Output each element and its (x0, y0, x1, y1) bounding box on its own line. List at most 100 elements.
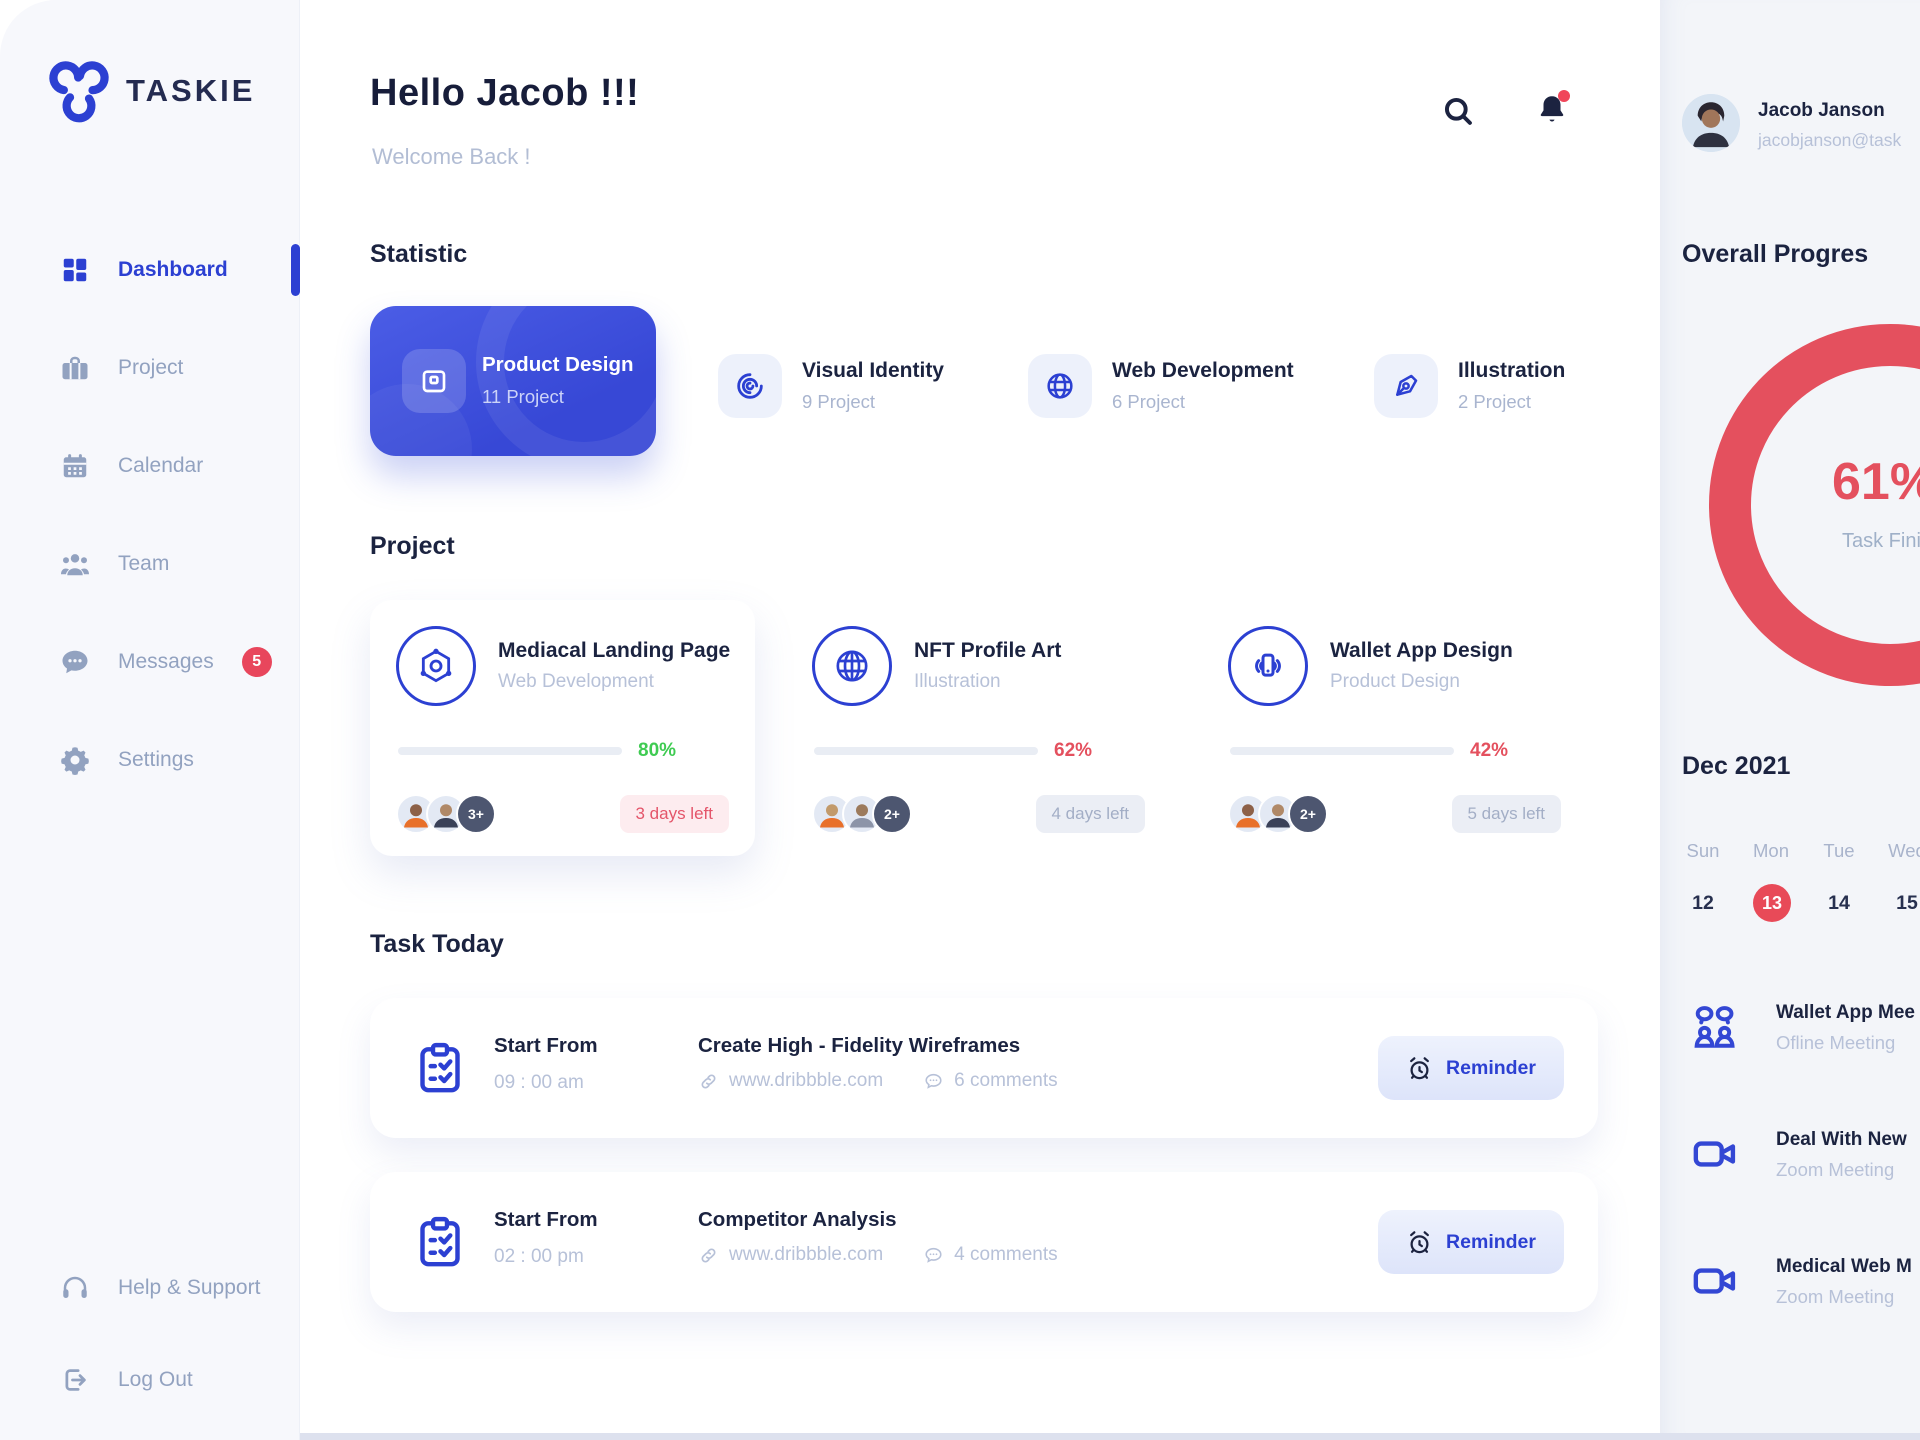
start-from-label: Start From (494, 1208, 598, 1231)
avatar-more-count: 2+ (1288, 794, 1328, 834)
gear-icon (61, 747, 89, 775)
meeting-type: Zoom Meeting (1776, 1286, 1895, 1307)
project-card[interactable]: Mediacal Landing Page Web Development 80… (370, 600, 755, 856)
task-link[interactable]: www.dribbble.com (698, 1070, 883, 1092)
stat-card-product-design[interactable]: Product Design 11 Project (370, 306, 656, 456)
app-name: TASKIE (126, 73, 256, 108)
sidebar-footer: Help & Support Log Out (0, 1256, 300, 1440)
sidebar-item-label: Team (118, 552, 170, 575)
stat-card-illustration[interactable]: Illustration 2 Project (1374, 354, 1565, 418)
project-card[interactable]: Wallet App Design Product Design 42% 2+ … (1202, 600, 1587, 856)
project-row: Mediacal Landing Page Web Development 80… (370, 600, 1640, 860)
task-comments: 4 comments (923, 1244, 1058, 1266)
team-icon (61, 554, 89, 576)
start-time: 02 : 00 pm (494, 1246, 584, 1267)
headset-icon (63, 1276, 87, 1298)
bell-icon (1540, 95, 1564, 121)
progress-ring (1709, 324, 1920, 686)
sidebar-item-project[interactable]: Project (0, 336, 300, 400)
project-card-title: Wallet App Design (1330, 639, 1513, 662)
sidebar-item-label: Project (118, 356, 184, 379)
calendar-date[interactable]: 14 (1828, 892, 1850, 914)
reminder-button[interactable]: Reminder (1378, 1036, 1564, 1100)
active-indicator (291, 244, 300, 296)
user-name: Jacob Janson (1758, 100, 1885, 121)
search-icon (1444, 97, 1472, 125)
project-card[interactable]: NFT Profile Art Illustration 62% 2+ 4 da… (786, 600, 1171, 856)
avatar-group: 2+ (812, 794, 912, 834)
sidebar-item-calendar[interactable]: Calendar (0, 434, 300, 498)
meeting-item[interactable]: Deal With New Zoom Meeting (1660, 1127, 1920, 1191)
alarm-clock-icon (1410, 1230, 1429, 1253)
sidebar-item-messages[interactable]: Messages 5 (0, 630, 300, 694)
project-title: Project (370, 532, 455, 560)
sidebar-nav: Dashboard Project Calendar (0, 238, 300, 826)
box-icon (422, 370, 446, 393)
stat-card-title: Web Development (1112, 359, 1294, 382)
meeting-item[interactable]: Medical Web M Zoom Meeting (1660, 1254, 1920, 1318)
sidebar-item-team[interactable]: Team (0, 532, 300, 596)
pen-nib-icon (1396, 374, 1418, 396)
reminder-button[interactable]: Reminder (1378, 1210, 1564, 1274)
sidebar-item-help-support[interactable]: Help & Support (0, 1256, 300, 1320)
search-button[interactable] (1438, 92, 1478, 132)
stat-card-count: 11 Project (482, 386, 564, 407)
app-logo: TASKIE (46, 58, 255, 124)
task-comments: 6 comments (923, 1070, 1058, 1092)
progress-percent: 80% (638, 740, 677, 761)
avatar-group: 3+ (396, 794, 496, 834)
avatar-group: 2+ (1228, 794, 1328, 834)
task-row: Start From 02 : 00 pm Competitor Analysi… (370, 1172, 1598, 1312)
page-subtitle: Welcome Back ! (372, 144, 531, 169)
chat-icon (62, 650, 88, 674)
spiral-icon (737, 373, 763, 399)
task-link[interactable]: www.dribbble.com (698, 1244, 883, 1266)
project-card-category: Product Design (1330, 671, 1460, 692)
sidebar-item-dashboard[interactable]: Dashboard (0, 238, 300, 302)
calendar-date[interactable]: 15 (1896, 892, 1918, 914)
avatar-photo (1682, 94, 1740, 152)
stat-card-count: 6 Project (1112, 391, 1186, 412)
sidebar-item-settings[interactable]: Settings (0, 728, 300, 792)
sidebar-item-label: Calendar (118, 454, 204, 477)
days-left-badge: 4 days left (1035, 795, 1145, 833)
stat-card-title: Illustration (1458, 359, 1566, 382)
meeting-type: Ofline Meeting (1776, 1032, 1896, 1053)
project-card-title: NFT Profile Art (914, 639, 1062, 662)
calendar-date-selected[interactable]: 13 (1753, 884, 1791, 922)
calendar-day-label: Wed (1888, 840, 1920, 861)
calendar-date[interactable]: 12 (1692, 892, 1714, 914)
stat-card-title: Product Design (482, 353, 634, 376)
alarm-clock-icon (1410, 1056, 1429, 1079)
clipboard-icon (420, 1216, 460, 1267)
clipboard-icon (420, 1042, 460, 1093)
horizontal-scrollbar[interactable] (300, 1433, 1920, 1440)
link-icon (701, 1074, 716, 1088)
start-from-label: Start From (494, 1034, 598, 1057)
page-title: Hello Jacob !!! (370, 72, 640, 114)
days-left-badge: 5 days left (1451, 795, 1561, 833)
user-email: jacobjanson@task (1758, 130, 1902, 150)
stat-card-count: 9 Project (802, 391, 876, 412)
sidebar-item-logout[interactable]: Log Out (0, 1348, 300, 1412)
comment-icon (925, 1247, 942, 1263)
days-left-badge: 3 days left (619, 795, 729, 833)
messages-badge: 5 (241, 647, 272, 677)
project-card-title: Mediacal Landing Page (498, 639, 731, 662)
stat-card-web-development[interactable]: Web Development 6 Project (1028, 354, 1294, 418)
statistic-row: Product Design 11 Project Visual Identit… (370, 306, 1640, 466)
taskie-logo-icon (49, 61, 109, 123)
video-camera-icon (1693, 1268, 1736, 1294)
stat-card-title: Visual Identity (802, 359, 944, 382)
user-avatar[interactable] (1682, 94, 1740, 152)
calendar-day-label: Sun (1686, 840, 1720, 861)
progress-bar: 62% (814, 740, 1092, 762)
meeting-item[interactable]: Wallet App Mee Ofline Meeting (1660, 1000, 1920, 1064)
stat-card-visual-identity[interactable]: Visual Identity 9 Project (718, 354, 944, 418)
meeting-title: Medical Web M (1776, 1256, 1912, 1277)
calendar-icon (63, 454, 87, 478)
calendar-day-label: Tue (1823, 840, 1855, 861)
avatar-more-count: 3+ (456, 794, 496, 834)
notifications-button[interactable] (1532, 90, 1572, 130)
